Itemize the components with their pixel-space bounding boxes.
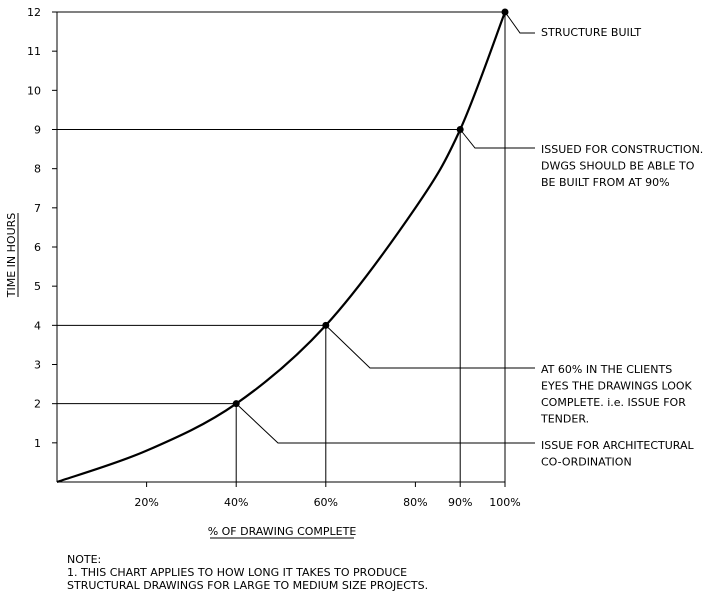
note-heading: NOTE: [67,553,102,566]
y-tick-label: 5 [34,280,41,293]
x-tick-label: 20% [134,496,158,509]
x-axis-title: % OF DRAWING COMPLETE [208,525,357,538]
note-line-1: 1. THIS CHART APPLIES TO HOW LONG IT TAK… [67,566,408,579]
annotation-text: BE BUILT FROM AT 90% [541,176,670,189]
y-tick-label: 8 [34,163,41,176]
x-tick-label: 100% [489,496,520,509]
annotation-text: STRUCTURE BUILT [541,26,641,39]
annotation-text: DWGS SHOULD BE ABLE TO [541,160,695,173]
y-tick-label: 7 [34,202,41,215]
annotation-text: ISSUE FOR ARCHITECTURAL [541,439,694,452]
annotation-leader [459,129,535,149]
y-tick-label: 1 [34,437,41,450]
footnote: NOTE: 1. THIS CHART APPLIES TO HOW LONG I… [67,553,428,592]
x-tick-label: 40% [224,496,248,509]
annotation-text: AT 60% IN THE CLIENTS [541,363,672,376]
y-tick-label: 12 [27,6,41,19]
y-tick-label: 11 [27,45,41,58]
y-tick-label: 4 [34,319,41,332]
series-line [56,11,507,484]
note-line-2: STRUCTURAL DRAWINGS FOR LARGE TO MEDIUM … [67,579,429,592]
y-axis-title: TIME IN HOURS [5,213,18,298]
annotation-text: CO-ORDINATION [541,456,632,469]
annotation-text: TENDER. [540,413,589,426]
y-tick-label: 2 [34,398,41,411]
x-tick-label: 80% [403,496,427,509]
annotation-text: COMPLETE. i.e. ISSUE FOR [541,396,686,409]
x-tick-label: 60% [314,496,338,509]
x-tick-label: 90% [448,496,472,509]
y-tick-label: 3 [34,359,41,372]
annotation-leader [325,324,535,369]
annotation-leader [504,11,535,34]
annotation-text: EYES THE DRAWINGS LOOK [541,380,693,393]
y-tick-label: 10 [27,84,41,97]
y-tick-label: 9 [34,124,41,137]
annotation-text: ISSUED FOR CONSTRUCTION. [541,143,703,156]
annotation-leader [235,403,535,444]
y-tick-label: 6 [34,241,41,254]
